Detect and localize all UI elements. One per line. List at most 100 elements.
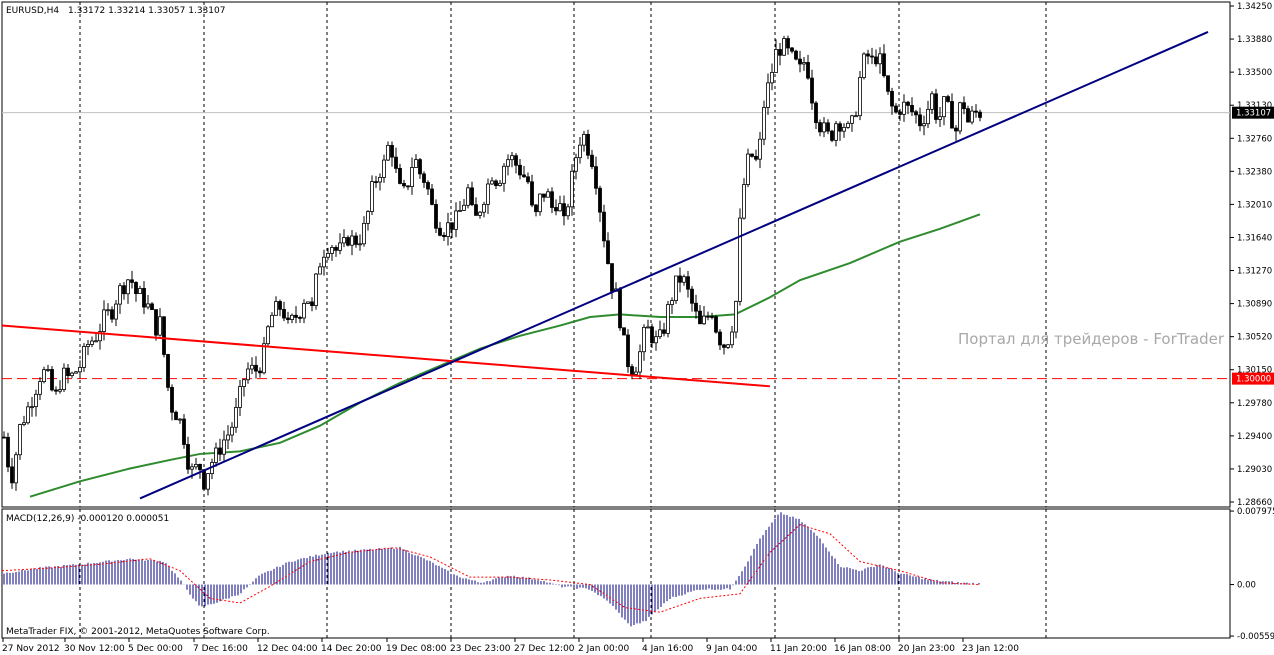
time-tick-label: 14 Dec 20:00 <box>321 644 382 654</box>
candle-body <box>662 329 666 334</box>
macd-pane-border <box>1 508 1231 639</box>
candle-body <box>738 217 742 302</box>
candle-body <box>350 235 354 246</box>
candle-body <box>934 93 938 120</box>
candle-body <box>530 181 534 206</box>
candle-body <box>578 144 582 159</box>
price-pane[interactable]: EURUSD,H4 1.33172 1.33214 1.33057 1.3310… <box>1 1 1231 508</box>
candle-body <box>70 372 74 377</box>
candle-body <box>474 204 478 216</box>
candle-body <box>442 234 446 237</box>
candle-body <box>482 203 486 213</box>
candle-body <box>266 326 270 345</box>
moving-average-line <box>29 213 981 498</box>
candle-body <box>682 276 686 283</box>
candle-body <box>654 336 658 344</box>
candle-body <box>634 371 638 375</box>
macd-title: MACD(12,26,9) -0.000120 0.000051 <box>6 514 169 524</box>
candle-body <box>370 181 374 212</box>
candle-body <box>430 188 434 205</box>
ohlc-values: 1.33172 1.33214 1.33057 1.33107 <box>68 6 225 16</box>
macd-pane[interactable]: MACD(12,26,9) -0.000120 0.000051 MetaTra… <box>1 508 1231 639</box>
price-tick-label: 1.30520 <box>1237 333 1272 343</box>
price-tick-label: 1.33880 <box>1237 35 1272 45</box>
candle-body <box>522 174 526 178</box>
candle-body <box>142 288 146 308</box>
time-tick-label: 20 Jan 23:00 <box>898 644 955 654</box>
candle-body <box>38 381 42 395</box>
candle-body <box>942 96 946 118</box>
symbol-title: EURUSD,H4 <box>6 6 59 16</box>
candle-body <box>174 411 178 421</box>
candle-body <box>638 351 642 373</box>
candle-body <box>330 247 334 254</box>
candle-body <box>778 49 782 56</box>
candle-body <box>626 334 630 368</box>
trend-line-down[interactable] <box>1 324 771 388</box>
candle-body <box>162 316 166 355</box>
candle-body <box>250 364 254 370</box>
candle-body <box>166 354 170 388</box>
candle-body <box>346 237 350 246</box>
candle-body <box>686 276 690 290</box>
candle-body <box>18 424 22 456</box>
macd-histogram <box>3 512 980 627</box>
candle-body <box>494 180 498 186</box>
candle-body <box>642 326 646 353</box>
candle-body <box>834 123 838 141</box>
candle-body <box>54 389 58 392</box>
candle-body <box>2 436 6 439</box>
candle-body <box>590 154 594 168</box>
candle-body <box>670 300 674 305</box>
candle-body <box>118 285 122 305</box>
candle-body <box>290 314 294 320</box>
candle-body <box>186 444 190 470</box>
price-tick-label: 1.30890 <box>1237 300 1272 310</box>
candle-body <box>126 279 130 295</box>
candle-body <box>234 407 238 428</box>
candle-body <box>802 62 806 65</box>
candle-body <box>826 122 830 132</box>
candle-body <box>618 288 622 329</box>
candle-body <box>854 115 858 118</box>
candle-body <box>314 273 318 306</box>
price-tick-label: 1.30150 <box>1237 366 1272 376</box>
level-price-label: 1.30000 <box>1236 375 1271 385</box>
trend-line-up[interactable] <box>139 31 1209 500</box>
candle-body <box>650 326 654 344</box>
price-tick-label: 1.34250 <box>1237 2 1272 12</box>
candle-body <box>758 138 762 160</box>
candle-body <box>378 177 382 183</box>
time-axis: 27 Nov 2012 30 Nov 12:00 5 Dec 00:00 7 Dec … <box>2 638 1019 654</box>
macd-tick-label: 0.007975 <box>1237 507 1274 517</box>
candle-body <box>878 53 882 65</box>
candle-body <box>62 367 66 390</box>
candle-body <box>466 187 470 206</box>
candle-body <box>50 369 54 391</box>
candle-body <box>146 303 150 308</box>
candle-body <box>254 364 258 372</box>
candle-body <box>622 327 626 336</box>
time-tick-label: 19 Dec 08:00 <box>386 644 447 654</box>
candle-body <box>230 426 234 436</box>
candle-body <box>718 331 722 346</box>
candle-body <box>86 344 90 347</box>
candle-body <box>22 422 26 425</box>
price-tick-label: 1.33500 <box>1237 68 1272 78</box>
candle-body <box>922 123 926 127</box>
candle-body <box>962 102 966 110</box>
candle-body <box>926 108 930 125</box>
candle-body <box>206 473 210 490</box>
time-tick-label: 23 Dec 23:00 <box>450 644 511 654</box>
candle-body <box>110 309 114 320</box>
candle-body <box>286 317 290 320</box>
candle-body <box>574 157 578 172</box>
price-tick-label: 1.29400 <box>1237 432 1272 442</box>
candle-body <box>194 463 198 468</box>
watermark: Портал для трейдеров - ForTrader <box>958 330 1225 348</box>
candle-body <box>766 82 770 108</box>
candle-body <box>762 107 766 140</box>
moving-average <box>29 213 981 498</box>
